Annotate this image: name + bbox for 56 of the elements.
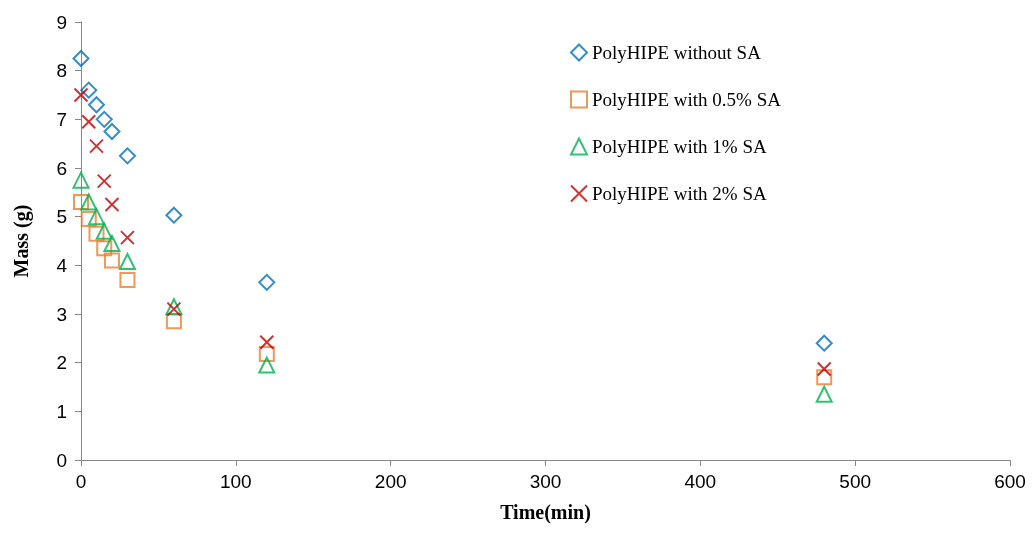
y-tick-label: 8 — [56, 60, 67, 82]
point — [103, 123, 121, 140]
point — [96, 240, 113, 257]
point — [88, 138, 104, 154]
point — [95, 222, 113, 240]
x-axis-title: Time(min) — [500, 501, 591, 524]
y-axis-title: Mass (g) — [10, 204, 33, 278]
x-tick-label: 300 — [529, 471, 562, 492]
x-tick-label: 200 — [374, 471, 407, 492]
point — [815, 334, 833, 352]
y-tick-label: 4 — [56, 254, 68, 276]
point — [103, 234, 121, 252]
point — [258, 356, 276, 374]
point — [80, 193, 98, 211]
point — [73, 194, 89, 211]
point — [259, 334, 275, 350]
x-tick-label: 100 — [219, 471, 252, 492]
y-tick-label: 1 — [56, 400, 67, 422]
legend-label: PolyHIPE without SA — [592, 42, 762, 63]
point — [816, 369, 833, 386]
point — [104, 197, 120, 212]
point — [119, 230, 135, 246]
point — [87, 208, 105, 226]
point — [258, 273, 276, 291]
point — [815, 385, 833, 403]
point — [816, 361, 832, 377]
point — [87, 96, 105, 114]
point — [118, 147, 136, 165]
point — [73, 87, 89, 103]
point — [80, 211, 97, 228]
y-tick-label: 7 — [56, 108, 67, 130]
x-tick-label: 0 — [75, 471, 87, 492]
point — [72, 171, 90, 189]
y-tick-label: 2 — [56, 352, 67, 374]
y-tick-label: 5 — [56, 206, 67, 228]
y-tick-label: 9 — [56, 11, 67, 33]
y-tick-label: 3 — [56, 303, 67, 325]
point — [258, 345, 275, 362]
point — [96, 173, 112, 189]
x-tick-label: 400 — [684, 471, 717, 492]
point — [72, 50, 90, 67]
point — [103, 252, 120, 269]
point — [165, 206, 183, 224]
point — [118, 252, 136, 270]
point — [119, 271, 136, 288]
y-tick-label: 6 — [56, 157, 67, 179]
x-tick-label: 500 — [839, 471, 872, 492]
legend-label: PolyHIPE with 0.5% SA — [592, 89, 782, 110]
x-tick-label: 600 — [994, 471, 1026, 492]
point — [80, 81, 98, 99]
y-tick-label: 0 — [56, 449, 67, 471]
point — [88, 225, 105, 242]
point — [81, 114, 97, 130]
legend-label: PolyHIPE with 2% SA — [592, 183, 767, 204]
legend-label: PolyHIPE with 1% SA — [592, 136, 767, 157]
point — [95, 110, 113, 128]
